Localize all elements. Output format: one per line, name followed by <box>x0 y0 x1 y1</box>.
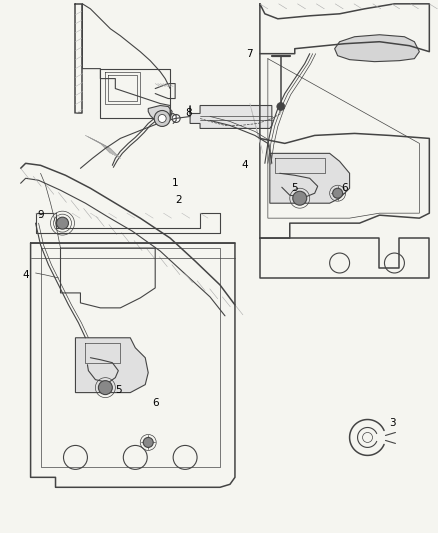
Circle shape <box>362 432 372 442</box>
Polygon shape <box>269 154 349 203</box>
Polygon shape <box>148 106 172 120</box>
Text: 5: 5 <box>291 183 297 193</box>
Circle shape <box>123 446 147 470</box>
Circle shape <box>292 191 306 205</box>
Text: 4: 4 <box>241 160 247 171</box>
Circle shape <box>158 115 166 123</box>
Polygon shape <box>334 35 418 62</box>
Circle shape <box>276 102 284 110</box>
Text: 6: 6 <box>340 183 347 193</box>
Circle shape <box>329 253 349 273</box>
Circle shape <box>172 115 180 123</box>
Circle shape <box>143 438 153 447</box>
Circle shape <box>173 446 197 470</box>
Circle shape <box>57 217 68 229</box>
Circle shape <box>98 381 112 394</box>
Polygon shape <box>190 106 271 128</box>
Text: 3: 3 <box>388 417 395 427</box>
Circle shape <box>64 446 87 470</box>
Circle shape <box>384 253 403 273</box>
Text: 2: 2 <box>174 195 181 205</box>
Circle shape <box>332 188 342 198</box>
Text: 7: 7 <box>246 49 253 59</box>
Text: 5: 5 <box>115 385 121 394</box>
Circle shape <box>154 110 170 126</box>
Text: 9: 9 <box>37 210 44 220</box>
Text: 8: 8 <box>184 109 191 118</box>
Polygon shape <box>75 338 148 393</box>
Text: 6: 6 <box>152 398 158 408</box>
Text: 4: 4 <box>22 270 29 280</box>
Text: 1: 1 <box>171 178 178 188</box>
